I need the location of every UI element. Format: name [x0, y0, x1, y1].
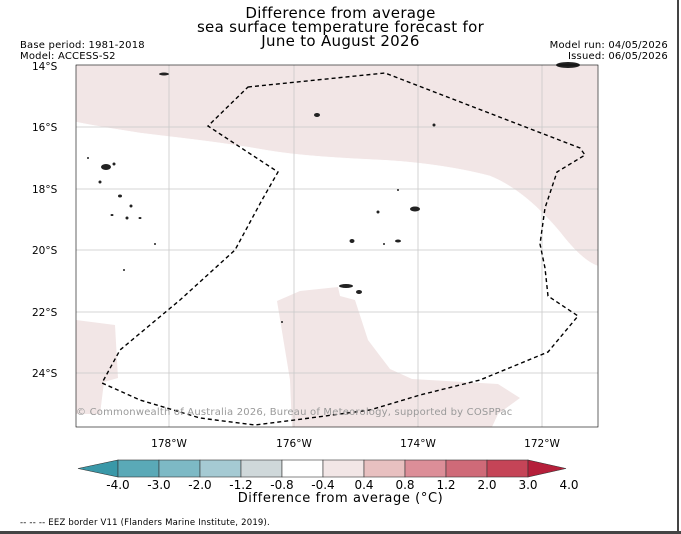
colorbar-tick-label: -0.4 — [311, 478, 335, 492]
islands — [87, 62, 580, 323]
colorbar-swatch — [158, 459, 201, 478]
colorbar-swatch — [117, 459, 160, 478]
colorbar-tick-label: 0.4 — [354, 478, 374, 492]
lat-label-14s: 14°S — [32, 61, 58, 73]
colorbar — [77, 459, 567, 478]
colorbar-swatch — [404, 459, 447, 478]
title-line-3: June to August 2026 — [261, 32, 420, 50]
colorbar-tick-label: 4.0 — [559, 478, 579, 492]
colorbar-extend-low — [77, 459, 119, 478]
map-frame — [75, 64, 599, 428]
eez-legend: -- -- -- EEZ border V11 (Flanders Marine… — [20, 518, 270, 528]
model-name: Model: ACCESS-S2 — [20, 51, 116, 62]
issued-date: Issued: 06/05/2026 — [568, 51, 668, 62]
right-edge-bar — [677, 0, 679, 534]
lat-label-22s: 22°S — [32, 307, 58, 319]
base-period: Base period: 1981-2018 — [20, 40, 145, 51]
colorbar-label: Difference from average (°C) — [237, 491, 444, 506]
copyright-notice: © Commonwealth of Australia 2026, Bureau… — [76, 407, 513, 418]
lat-label-16s: 16°S — [32, 122, 58, 134]
model-run: Model run: 04/05/2026 — [549, 40, 668, 51]
colorbar-tick-label: 2.0 — [477, 478, 497, 492]
title-line-2: sea surface temperature forecast for — [196, 18, 485, 36]
colorbar-tick-label: 3.0 — [518, 478, 538, 492]
lon-label-178w: 178°W — [151, 438, 187, 450]
colorbar-swatch — [445, 459, 488, 478]
lon-label-176w: 176°W — [276, 438, 312, 450]
anomaly-region-west — [76, 320, 118, 414]
colorbar-swatch — [486, 459, 529, 478]
colorbar-tick-label: -4.0 — [106, 478, 130, 492]
colorbar-tick-label: 1.2 — [436, 478, 456, 492]
colorbar-tick-label: -2.0 — [188, 478, 212, 492]
bottom-edge-bar — [0, 531, 681, 534]
eez-border — [101, 72, 587, 426]
graticule — [76, 65, 598, 427]
lat-label-20s: 20°S — [32, 245, 58, 257]
colorbar-tick-label: -3.0 — [147, 478, 171, 492]
colorbar-swatch — [281, 459, 324, 478]
anomaly-region-south — [277, 287, 520, 427]
colorbar-tick-label: -0.8 — [270, 478, 294, 492]
lon-label-172w: 172°W — [524, 438, 560, 450]
anomaly-region-north — [75, 64, 599, 267]
lon-label-174w: 174°W — [400, 438, 436, 450]
colorbar-tick-label: -1.2 — [229, 478, 253, 492]
lat-label-24s: 24°S — [32, 368, 58, 380]
colorbar-extend-high — [527, 459, 567, 478]
title-line-1: Difference from average — [245, 4, 436, 22]
colorbar-swatch — [240, 459, 283, 478]
colorbar-tick-label: 0.8 — [395, 478, 415, 492]
colorbar-swatch — [322, 459, 365, 478]
lat-label-18s: 18°S — [32, 184, 58, 196]
colorbar-swatch — [363, 459, 406, 478]
colorbar-swatch — [199, 459, 242, 478]
